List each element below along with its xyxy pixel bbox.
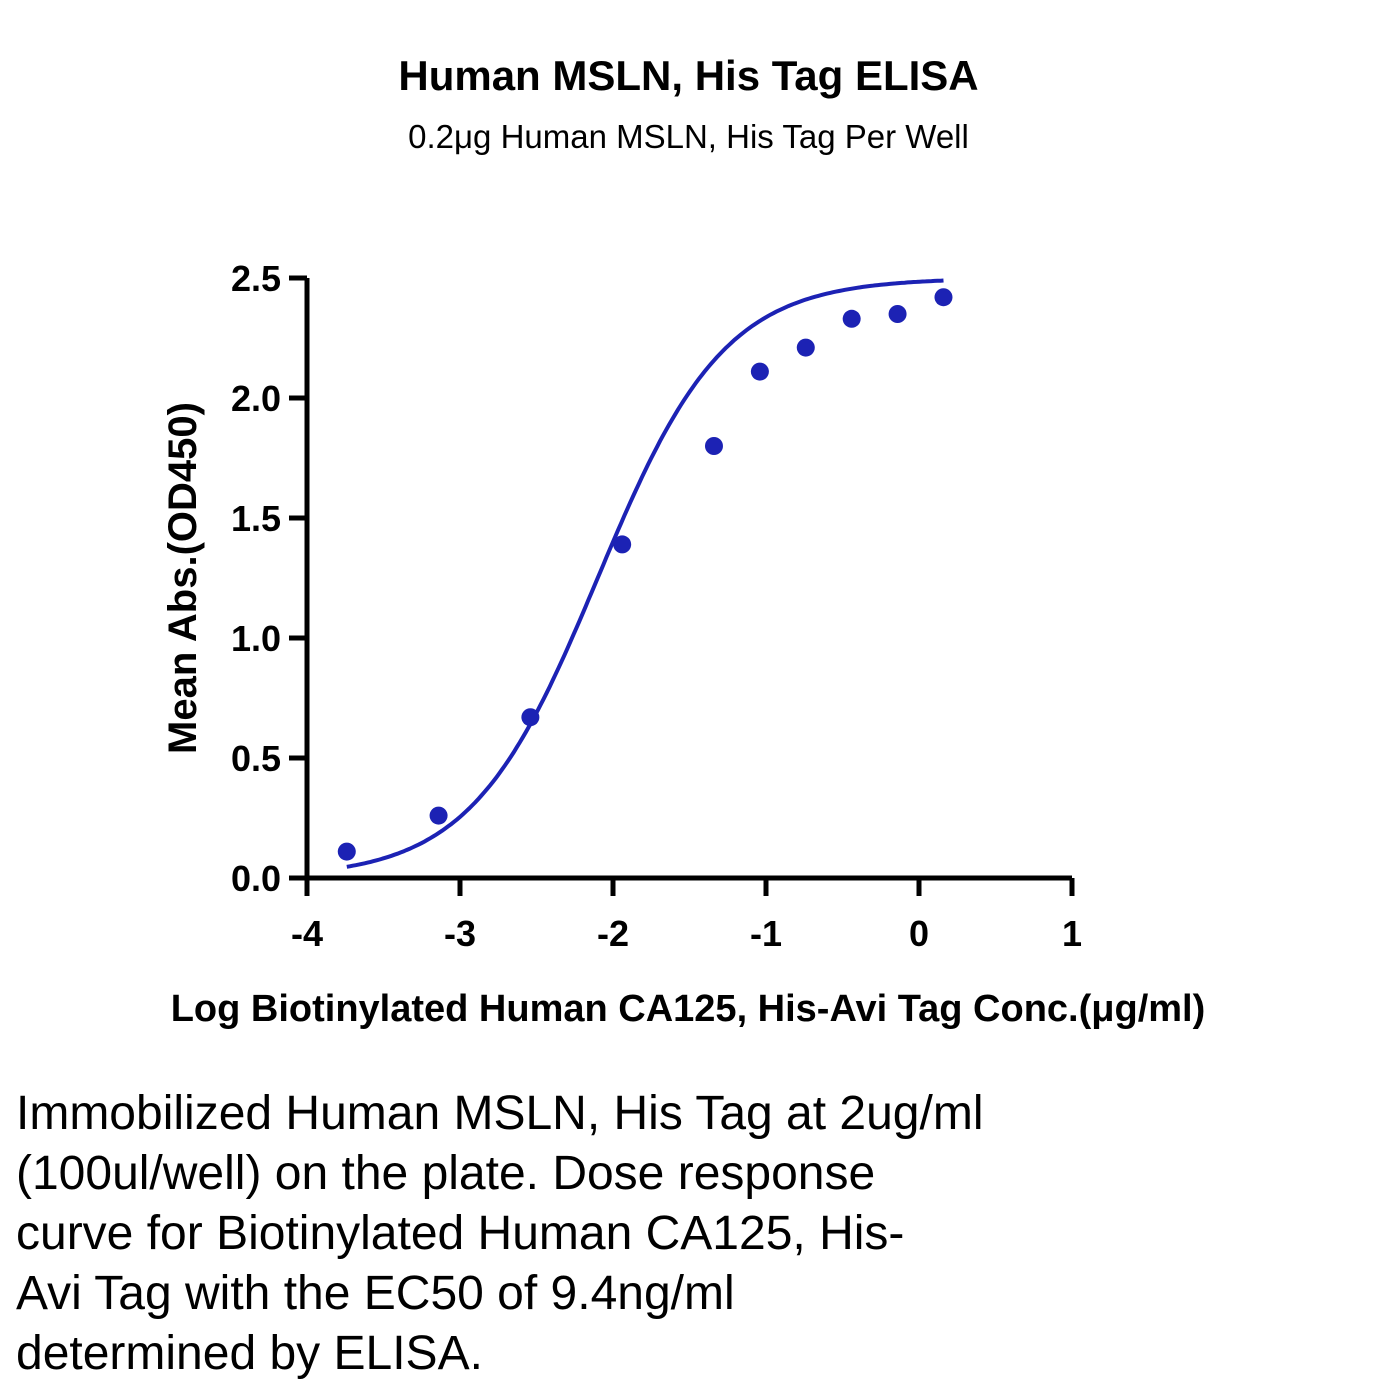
y-tick-label: 0.5 bbox=[231, 738, 281, 779]
x-tick-label: -4 bbox=[291, 913, 323, 954]
chart-title: Human MSLN, His Tag ELISA bbox=[398, 52, 979, 99]
x-tick-label: -1 bbox=[750, 913, 782, 954]
y-tick-label: 1.0 bbox=[231, 618, 281, 659]
data-point bbox=[750, 362, 769, 381]
elisa-dose-response-chart: 0.0 0.5 1.0 1.5 2.0 2.5 -4 -3 -2 -1 0 1 Log Biotiny… bbox=[161, 258, 1206, 1030]
data-point bbox=[613, 535, 632, 554]
x-axis-label: Log Biotinylated Human CA125, His-Avi Ta… bbox=[171, 988, 1206, 1030]
chart-subtitle: 0.2μg Human MSLN, His Tag Per Well bbox=[408, 118, 969, 155]
x-tick-label: 0 bbox=[909, 913, 929, 954]
y-tick-label: 2.5 bbox=[231, 258, 281, 299]
data-point bbox=[796, 338, 815, 357]
caption-line: (100ul/well) on the plate. Dose response bbox=[16, 1147, 876, 1200]
caption: Immobilized Human MSLN, His Tag at 2ug/m… bbox=[16, 1084, 1216, 1384]
data-point bbox=[934, 288, 953, 307]
data-point bbox=[337, 842, 356, 861]
x-tick-label: -2 bbox=[597, 913, 629, 954]
data-point bbox=[888, 305, 907, 323]
y-tick-label: 2.0 bbox=[231, 378, 281, 419]
caption-line: Immobilized Human MSLN, His Tag at 2ug/m… bbox=[16, 1087, 984, 1140]
ticks: 0.0 0.5 1.0 1.5 2.0 2.5 -4 -3 -2 -1 0 1 bbox=[231, 258, 1082, 954]
x-tick-label: -3 bbox=[444, 913, 476, 954]
data-point bbox=[704, 437, 723, 455]
fit-curve bbox=[346, 278, 944, 869]
data-point bbox=[842, 309, 861, 328]
caption-line: Avi Tag with the EC50 of 9.4ng/ml bbox=[16, 1267, 735, 1320]
y-tick-label: 0.0 bbox=[231, 858, 281, 899]
y-axis-label: Mean Abs.(OD450) bbox=[161, 402, 205, 754]
data-point bbox=[429, 806, 448, 825]
y-tick-label: 1.5 bbox=[231, 498, 281, 539]
caption-line: determined by ELISA. bbox=[16, 1327, 483, 1380]
caption-line: curve for Biotinylated Human CA125, His- bbox=[16, 1207, 905, 1260]
x-tick-label: 1 bbox=[1062, 913, 1082, 954]
data-points bbox=[337, 288, 953, 861]
data-point bbox=[521, 708, 540, 727]
axes bbox=[304, 278, 1072, 881]
